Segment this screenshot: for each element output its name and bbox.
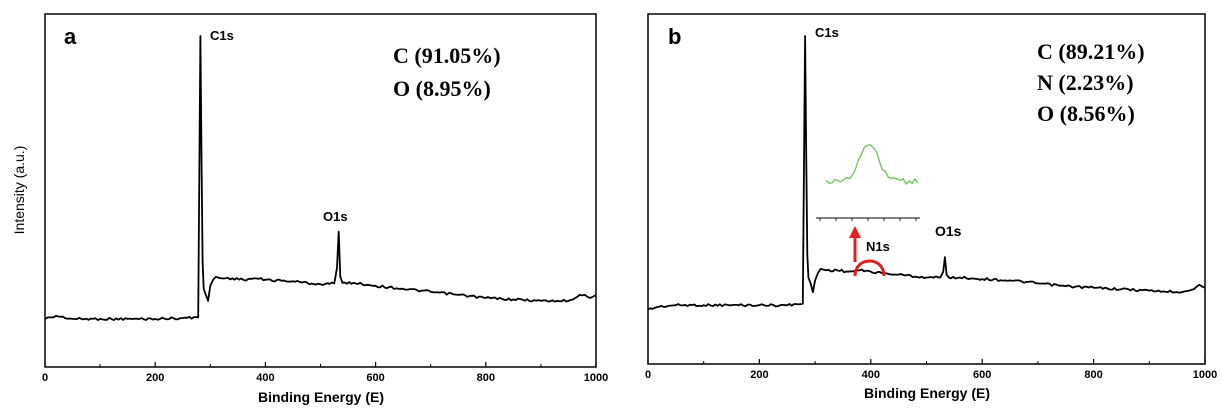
x-tick-label-a-600: 600: [366, 372, 384, 384]
x-tick-label-b-1000: 1000: [1193, 369, 1217, 381]
n1s-inset: [816, 144, 920, 221]
n1s-arc: [853, 259, 886, 277]
x-tick-label-b-600: 600: [973, 369, 991, 381]
x-tick-label-b-0: 0: [645, 369, 651, 381]
plot-frame-a: [44, 13, 597, 368]
spectrum-line-a: [44, 35, 597, 321]
inset-ticks: [819, 218, 917, 221]
x-axis-label-b: Binding Energy (E): [864, 385, 990, 401]
x-axis-label-a: Binding Energy (E): [258, 389, 384, 405]
x-tick-label-b-200: 200: [750, 369, 768, 381]
panel-a: a Intensity (a.u.) Binding Energy (E) 0 2…: [11, 13, 608, 405]
x-axis-b: 0 200 400 600 800 1000: [645, 359, 1217, 381]
x-tick-label-a-200: 200: [146, 372, 164, 384]
x-axis-a: 0 200 400 600 800 1000: [42, 362, 608, 384]
composition-n-b: N (2.23%): [1037, 70, 1134, 95]
panel-label-b: b: [668, 24, 681, 49]
peak-label-c1s-a: C1s: [210, 28, 234, 43]
peak-label-n1s-b: N1s: [866, 239, 890, 254]
peak-label-o1s-a: O1s: [323, 209, 348, 224]
spectrum-line-b: [647, 35, 1206, 311]
n1s-arrow: [849, 226, 886, 277]
x-tick-label-a-400: 400: [256, 372, 274, 384]
composition-c-a: C (91.05%): [393, 43, 501, 68]
x-tick-label-b-400: 400: [862, 369, 880, 381]
x-tick-label-a-1000: 1000: [584, 372, 608, 384]
x-tick-label-a-0: 0: [42, 372, 48, 384]
x-tick-label-b-800: 800: [1084, 369, 1102, 381]
plot-frame-b: [647, 13, 1206, 365]
inset-spectrum-line: [825, 144, 919, 186]
peak-label-o1s-b: O1s: [935, 223, 962, 239]
composition-o-b: O (8.56%): [1037, 101, 1135, 126]
n1s-arrow-head: [849, 226, 861, 238]
composition-o-a: O (8.95%): [393, 76, 491, 101]
panel-b: b Binding Energy (E) 0 200 400 600 800 1000 C…: [645, 13, 1217, 401]
x-tick-label-a-800: 800: [477, 372, 495, 384]
y-axis-label: Intensity (a.u.): [11, 146, 27, 235]
composition-c-b: C (89.21%): [1037, 39, 1145, 64]
peak-label-c1s-b: C1s: [815, 25, 839, 40]
panel-label-a: a: [64, 24, 77, 49]
